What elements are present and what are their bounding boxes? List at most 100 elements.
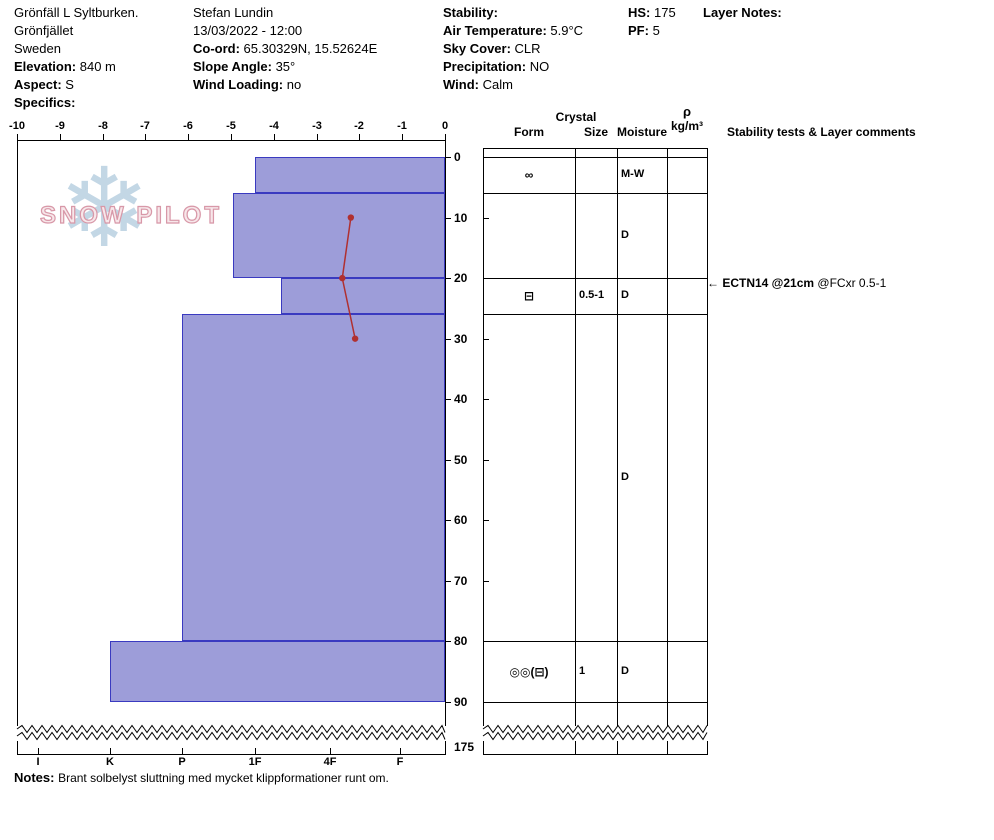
depth-axis-label: 20 [454,271,468,285]
moisture-cell: D [621,471,629,483]
header-row: Specifics: [14,95,75,111]
temperature-axis-line [17,140,446,141]
table-row-line [483,702,707,703]
break-stub-line [667,741,668,754]
depth-axis-tick [445,520,451,521]
depth-axis-tick [483,581,489,582]
depth-axis-label: 0 [454,150,461,164]
header-field-value: 840 m [79,59,116,74]
depth-axis-tick [445,399,451,400]
temperature-axis-tick [60,134,61,140]
depth-axis-label: 80 [454,634,468,648]
watermark-text: SNOW PILOT [39,201,222,229]
stability-tests-header: Stability tests & Layer comments [727,125,916,139]
header-row: Aspect: S [14,77,74,93]
header-field-value: Grönfjället [14,23,74,38]
table-bottom-border [483,754,708,755]
depth-axis-tick [483,399,489,400]
break-stub-line [483,741,484,754]
hardness-axis-tick [38,748,39,754]
hardness-axis-tick [110,748,111,754]
temperature-axis-label: -3 [312,120,322,132]
hardness-axis-label: I [36,756,40,768]
stability-test-result: ECTN14 @21cm [719,276,815,290]
temperature-axis-tick [445,134,446,140]
table-row-line [483,193,707,194]
depth-axis-tick [483,339,489,340]
header-row: Slope Angle: 35° [193,59,295,75]
temperature-axis-tick [359,134,360,140]
temperature-axis-label: -10 [9,120,25,132]
header-field-label: Slope Angle: [193,59,276,74]
depth-axis-tick [445,278,451,279]
depth-break-zigzag [482,724,708,734]
depth-axis-tick [445,581,451,582]
table-column-line [707,148,708,726]
header-field-label: HS: [628,5,654,20]
snow-layer-bar [233,193,445,279]
hardness-axis-label: 4F [323,756,337,768]
crystal-column-group-header: Crystal [555,110,597,124]
header-field-label: Co-ord: [193,41,244,56]
table-row-line [483,278,707,279]
temperature-axis-tick [188,134,189,140]
header-field-label: Elevation: [14,59,80,74]
temperature-axis-label: -7 [140,120,150,132]
depth-break-zigzag [482,731,708,741]
notes-label: Notes: [14,770,55,785]
header-field-label: Aspect: [14,77,66,92]
header-field-label: Specifics: [14,95,76,110]
snow-layer-bar [281,278,445,315]
moisture-cell: D [621,229,629,241]
header-row: Layer Notes: [703,5,782,21]
header-row: Wind Loading: no [193,77,301,93]
header-row: Stability: [443,5,498,21]
temperature-axis-tick [103,134,104,140]
header-field-value: Calm [482,77,513,92]
break-stub-line [617,741,618,754]
depth-axis-tick [445,641,451,642]
stability-test-comment: @FCxr 0.5-1 [814,276,887,290]
header-field-value: Stefan Lundin [193,5,274,20]
depth-axis-tick [445,218,451,219]
temperature-axis-tick [274,134,275,140]
header-row: PF: 5 [628,23,660,39]
temperature-axis-tick [317,134,318,140]
temperature-axis-label: -4 [269,120,279,132]
temperature-axis-tick [145,134,146,140]
depth-axis-label: 40 [454,392,468,406]
header-field-label: Stability: [443,5,498,20]
break-stub-line [445,741,446,754]
header-field-label: Layer Notes: [703,5,782,20]
stability-test-annotation: ← ECTN14 @21cm @FCxr 0.5-1 [707,276,886,290]
header-row: Sweden [14,41,61,57]
header-row: Co-ord: 65.30329N, 15.52624E [193,41,377,57]
depth-break-zigzag [16,724,446,734]
moisture-cell: M-W [621,168,645,180]
temperature-axis-tick [231,134,232,140]
crystal-size-cell: 0.5-1 [579,289,605,301]
depth-axis-label: 50 [454,453,468,467]
hardness-axis-tick [330,748,331,754]
hardness-axis-tick [255,748,256,754]
header-field-value: 65.30329N, 15.52624E [243,41,378,56]
moisture-column-header: Moisture [617,125,668,139]
moisture-cell: D [621,665,629,677]
header-field-value: CLR [514,41,541,56]
header-row: 13/03/2022 - 12:00 [193,23,302,39]
temperature-axis-label: -1 [397,120,407,132]
temperature-axis-label: -6 [183,120,193,132]
total-depth-label: 175 [454,740,475,754]
depth-axis-label: 10 [454,211,468,225]
header-row: Elevation: 840 m [14,59,116,75]
temperature-axis-label: -8 [98,120,108,132]
header-row: Wind: Calm [443,77,513,93]
header-field-value: NO [529,59,550,74]
table-top-border [483,148,708,149]
crystal-form-cell: ◎◎(⊟) [509,665,549,679]
table-column-line [667,148,668,726]
header-field-value: 13/03/2022 - 12:00 [193,23,303,38]
table-row-line [483,157,707,158]
header-field-label: PF: [628,23,653,38]
